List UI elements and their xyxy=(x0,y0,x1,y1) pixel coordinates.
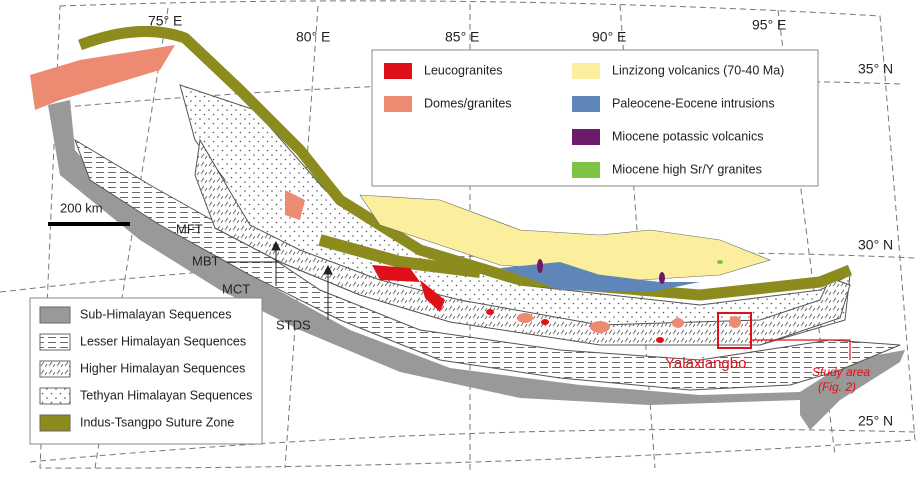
legend-label: Miocene high Sr/Y granites xyxy=(612,162,762,176)
legend-label: Lesser Himalayan Sequences xyxy=(80,334,246,348)
leucogranite xyxy=(420,280,445,312)
fault-label: STDS xyxy=(276,317,311,332)
leucogranite xyxy=(372,265,420,282)
legend-label: Leucogranites xyxy=(424,63,503,77)
legend-magmatic: Leucogranites Domes/granites Linzizong v… xyxy=(371,49,819,187)
longitude-label: 80° E xyxy=(296,29,330,45)
locality-label: Yalaxiangbo xyxy=(665,355,746,372)
legend-sequences: Sub-Himalayan Sequences Lesser Himalayan… xyxy=(29,297,263,445)
suture xyxy=(318,234,481,278)
legend-label: Linzizong volcanics (70-40 Ma) xyxy=(612,63,784,77)
latitude-label: 25° N xyxy=(858,413,893,429)
sub-himalayan xyxy=(48,100,800,405)
fault-label: MFT xyxy=(176,221,203,236)
longitude-label: 85° E xyxy=(445,29,479,45)
linzizong xyxy=(359,194,771,281)
geology xyxy=(30,26,905,430)
legend-label: Paleocene-Eocene intrusions xyxy=(612,96,775,110)
fault-label: MCT xyxy=(222,281,250,296)
study-area-label: Study area xyxy=(812,365,870,379)
longitude-label: 90° E xyxy=(592,29,626,45)
longitude-label: 95° E xyxy=(752,17,786,33)
fault-arrows xyxy=(226,240,333,320)
legend-label: Tethyan Himalayan Sequences xyxy=(80,388,252,402)
domes xyxy=(285,190,305,220)
sub-himalayan xyxy=(800,350,905,430)
latitude-label: 35° N xyxy=(858,61,893,77)
higher-himalayan xyxy=(194,138,851,346)
lesser-himalayan xyxy=(74,138,901,391)
legend-label: Higher Himalayan Sequences xyxy=(80,361,245,375)
longitude-label: 75° E xyxy=(148,13,182,29)
study-area-leader xyxy=(751,339,851,360)
latitude-label: 30° N xyxy=(858,237,893,253)
domes xyxy=(30,45,175,110)
legend-label: Sub-Himalayan Sequences xyxy=(80,307,231,321)
legend-label: Miocene potassic volcanics xyxy=(612,129,763,143)
legend-label: Domes/granites xyxy=(424,96,512,110)
study-area-box xyxy=(717,312,752,349)
study-area-label: (Fig. 2) xyxy=(818,380,856,394)
small-bodies xyxy=(486,259,741,343)
scale-label: 200 km xyxy=(60,200,103,215)
legend-label: Indus-Tsangpo Suture Zone xyxy=(80,415,234,429)
intrusion xyxy=(500,262,700,292)
fault-label: MBT xyxy=(192,253,220,268)
